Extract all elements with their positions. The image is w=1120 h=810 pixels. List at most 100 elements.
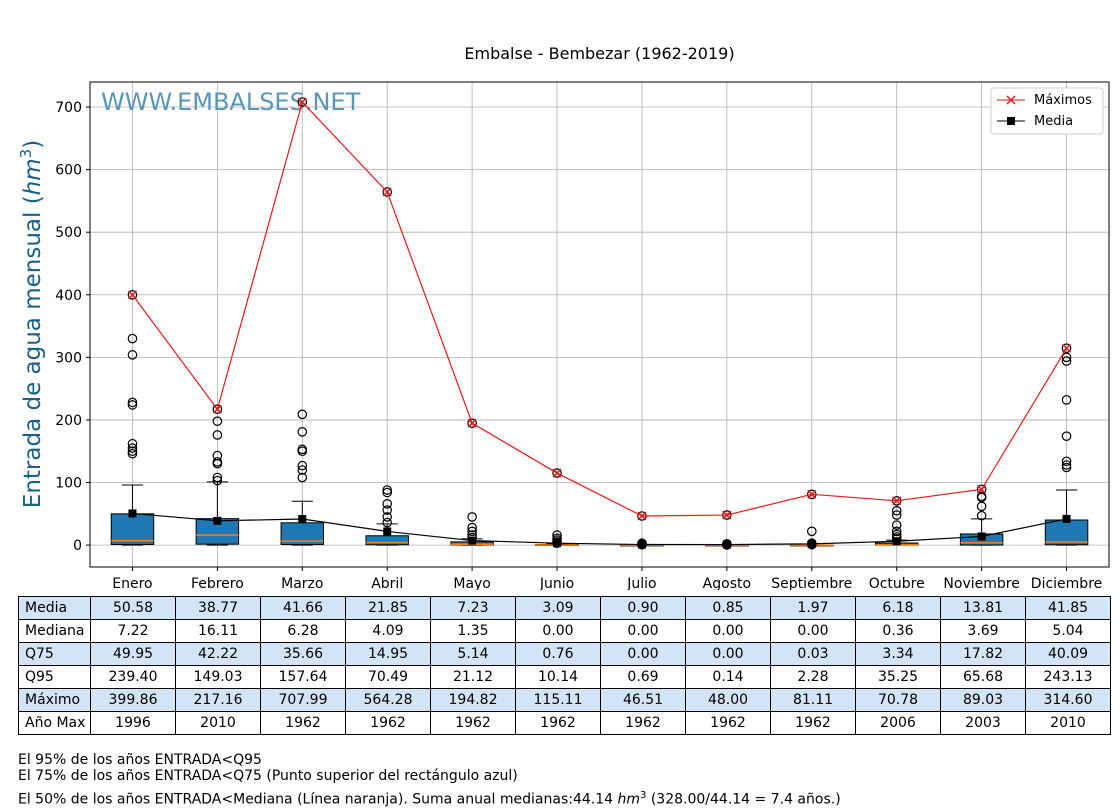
table-row: Q75 49.95 42.22 35.66 14.95 5.14 0.76 0.00 0.00 0… bbox=[18, 642, 1111, 666]
table-row: Año Max 1996 2010 1962 1962 1962 1962 1962 1962 1… bbox=[18, 711, 1111, 735]
outlier-point bbox=[127, 448, 138, 459]
x-tick-label: Diciembre bbox=[1031, 576, 1102, 590]
table-cell: 1.97 bbox=[770, 596, 856, 620]
table-cell: 16.11 bbox=[175, 619, 261, 643]
outlier-point bbox=[891, 505, 902, 516]
legend-mean-marker bbox=[1007, 117, 1015, 125]
table-cell: 35.66 bbox=[260, 642, 346, 666]
y-axis-ticks: 0 100 200 300 400 500 600 700 bbox=[55, 100, 90, 554]
table-cell: 42.22 bbox=[175, 642, 261, 666]
outlier-point bbox=[1061, 460, 1072, 470]
table-cell: 6.28 bbox=[260, 619, 346, 643]
table-cell: 40.09 bbox=[1025, 642, 1111, 666]
legend: Máximos Media bbox=[990, 87, 1104, 135]
row-label: Máximo bbox=[18, 688, 91, 712]
outlier-point bbox=[297, 409, 308, 420]
table-cell: 0.00 bbox=[685, 642, 771, 666]
outlier-point bbox=[212, 430, 223, 440]
x-tick-label: Marzo bbox=[281, 576, 323, 590]
outlier-point bbox=[382, 505, 393, 515]
table-cell: 243.13 bbox=[1025, 665, 1111, 689]
table-cell: 6.18 bbox=[855, 596, 941, 620]
x-tick-label: Febrero bbox=[191, 576, 244, 590]
table-cell: 21.85 bbox=[345, 596, 431, 620]
mean-marker bbox=[553, 539, 562, 548]
outlier-point bbox=[127, 400, 138, 410]
stats-table: Media 50.58 38.77 41.66 21.85 7.23 3.09 0.90 0.8… bbox=[18, 596, 1111, 735]
table-cell: 0.00 bbox=[600, 642, 686, 666]
table-cell: 41.66 bbox=[260, 596, 346, 620]
table-cell: 0.36 bbox=[855, 619, 941, 643]
legend-max-label: Máximos bbox=[1034, 93, 1092, 108]
table-cell: 1962 bbox=[260, 711, 346, 735]
outlier-point bbox=[212, 404, 223, 414]
table-cell: 81.11 bbox=[770, 688, 856, 712]
table-cell: 0.00 bbox=[685, 619, 771, 643]
outlier-point bbox=[1061, 395, 1072, 405]
legend-mean-label: Media bbox=[1034, 114, 1073, 129]
y-tick-label: 400 bbox=[55, 288, 82, 304]
table-cell: 4.09 bbox=[345, 619, 431, 643]
y-tick-label: 500 bbox=[55, 225, 82, 241]
note-q75: El 75% de los años ENTRADA<Q75 (Punto su… bbox=[18, 768, 518, 784]
box-plot-chart: 0 100 200 300 400 500 600 700 Enero Febrero Marzo… bbox=[17, 81, 1110, 590]
table-cell: 1962 bbox=[600, 711, 686, 735]
mean-marker bbox=[383, 527, 392, 536]
outlier-point bbox=[1061, 462, 1072, 473]
table-cell: 564.28 bbox=[345, 688, 431, 712]
row-label: Q75 bbox=[18, 642, 91, 666]
table-cell: 41.85 bbox=[1025, 596, 1111, 620]
outlier-point bbox=[297, 97, 308, 107]
outlier-point bbox=[127, 446, 138, 457]
outlier-point bbox=[297, 460, 308, 471]
row-label: Q95 bbox=[18, 665, 91, 689]
outlier-point bbox=[127, 438, 138, 449]
row-label: Media bbox=[18, 596, 91, 620]
outlier-point bbox=[382, 512, 393, 522]
table-cell: 1962 bbox=[770, 711, 856, 735]
outlier-point bbox=[1061, 356, 1072, 366]
table-cell: 0.00 bbox=[515, 619, 601, 643]
outlier-point bbox=[212, 416, 223, 426]
table-cell: 5.04 bbox=[1025, 619, 1111, 643]
max-marker bbox=[1062, 343, 1072, 353]
mean-line bbox=[132, 512, 1067, 546]
outlier-point bbox=[127, 443, 138, 453]
table-row: Máximo 399.86 217.16 707.99 564.28 194.82 115.… bbox=[18, 688, 1111, 712]
outlier-point bbox=[212, 475, 223, 486]
outlier-point bbox=[1061, 431, 1072, 442]
table-cell: 35.25 bbox=[855, 665, 941, 689]
table-cell: 2006 bbox=[855, 711, 941, 735]
x-tick-label: Enero bbox=[112, 576, 152, 590]
table-cell: 7.22 bbox=[90, 619, 176, 643]
outlier-point bbox=[382, 187, 393, 197]
x-tick-label: Junio bbox=[539, 576, 574, 590]
table-row: Mediana 7.22 16.11 6.28 4.09 1.35 0.00 0.00 0.00… bbox=[18, 619, 1111, 643]
outlier-point bbox=[1061, 352, 1072, 363]
y-axis-label: Entrada de agua mensual (hm3) bbox=[17, 140, 46, 508]
table-cell: 2010 bbox=[175, 711, 261, 735]
table-cell: 2.28 bbox=[770, 665, 856, 689]
table-cell: 70.78 bbox=[855, 688, 941, 712]
outlier-point bbox=[552, 468, 562, 478]
max-marker bbox=[552, 468, 562, 478]
max-marker bbox=[382, 187, 392, 197]
outlier-point bbox=[127, 333, 138, 344]
table-cell: 399.86 bbox=[90, 688, 176, 712]
table-cell: 3.09 bbox=[515, 596, 601, 620]
max-marker bbox=[127, 290, 137, 300]
table-cell: 1962 bbox=[430, 711, 516, 735]
mean-marker bbox=[637, 540, 646, 549]
mean-marker bbox=[128, 509, 137, 518]
mean-marker bbox=[722, 540, 731, 549]
table-cell: 115.11 bbox=[515, 688, 601, 712]
note-q95: El 95% de los años ENTRADA<Q95 bbox=[18, 752, 262, 768]
mean-marker bbox=[977, 532, 986, 541]
box bbox=[365, 535, 409, 546]
x-tick-label: Septiembre bbox=[771, 576, 852, 590]
table-cell: 314.60 bbox=[1025, 688, 1111, 712]
table-cell: 38.77 bbox=[175, 596, 261, 620]
outlier-point bbox=[382, 498, 393, 509]
plot-frame bbox=[89, 81, 1110, 568]
boxes bbox=[110, 97, 1089, 550]
